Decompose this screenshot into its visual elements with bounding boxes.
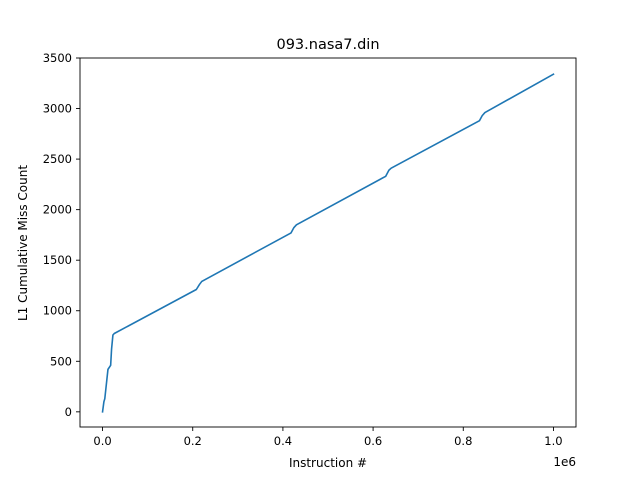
axes: 0.0 0.2 0.4 0.6 0.8 1.0 0 500 1000 1500 2000 2500 30…	[43, 51, 577, 448]
axes-frame	[79, 57, 577, 428]
x-tick-label: 0.0	[93, 434, 111, 448]
x-tick-label: 0.8	[454, 434, 472, 448]
y-tick-label: 500	[50, 354, 72, 368]
x-axis-offset-label: 1e6	[553, 455, 576, 469]
x-tick-label: 0.2	[184, 434, 202, 448]
y-tick-label: 2500	[43, 152, 72, 166]
y-tick-label: 3500	[43, 51, 72, 65]
plot-area	[101, 73, 555, 413]
x-tick-label: 0.4	[274, 434, 292, 448]
y-tick-label: 1000	[43, 304, 72, 318]
y-tick-label: 0	[65, 405, 72, 419]
y-tick-label: 3000	[43, 102, 72, 116]
y-tick-label: 2000	[43, 203, 72, 217]
chart-title: 093.nasa7.din	[276, 37, 379, 53]
x-tick-label: 0.6	[364, 434, 382, 448]
y-axis-label: L1 Cumulative Miss Count	[16, 165, 30, 321]
y-tick-label: 1500	[43, 253, 72, 267]
x-axis-label: Instruction #	[289, 456, 367, 470]
x-tick-label: 1.0	[544, 434, 562, 448]
series-line-0	[101, 73, 555, 413]
